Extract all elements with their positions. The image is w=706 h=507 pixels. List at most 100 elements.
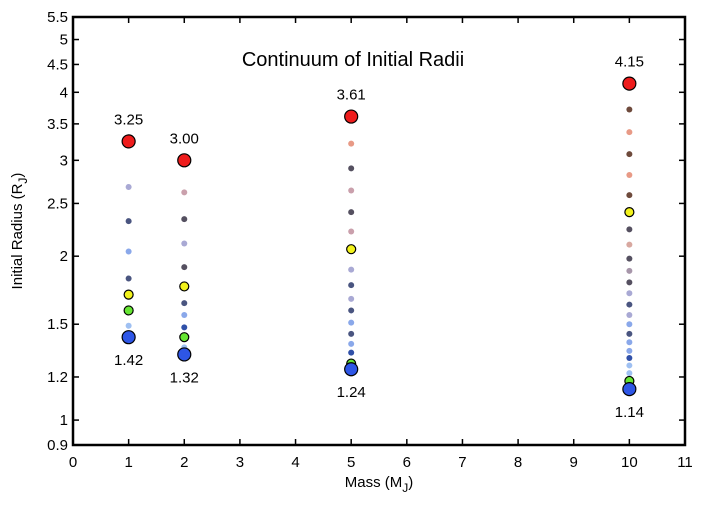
min-radius-label: 1.32 [170, 369, 199, 386]
y-tick-label: 5 [60, 32, 68, 49]
x-tick-label: 2 [180, 454, 188, 471]
data-point-mass-10 [626, 171, 633, 178]
data-point-mass-10 [626, 330, 633, 337]
data-point-mass-10 [626, 226, 633, 233]
data-point-mass-2 [179, 281, 190, 292]
x-tick-label: 3 [236, 454, 244, 471]
min-radius-label: 1.14 [615, 404, 644, 421]
data-point-mass-5 [346, 244, 357, 255]
data-point-mass-2 [181, 216, 188, 223]
y-tick-label: 1 [60, 412, 68, 429]
data-point-mass-5 [348, 282, 355, 289]
data-point-mass-10 [626, 241, 633, 248]
y-tick-label: 3 [60, 152, 68, 169]
data-point-mass-2 [177, 153, 192, 168]
data-point-mass-5 [348, 319, 355, 326]
data-point-mass-2 [181, 300, 188, 307]
x-axis-label-close: ) [408, 474, 413, 491]
data-point-mass-10 [624, 206, 635, 218]
data-point-mass-10 [626, 106, 633, 113]
y-tick-label: 4.5 [47, 56, 68, 73]
y-tick-label: 1.2 [47, 369, 68, 386]
data-point-mass-10 [626, 339, 633, 346]
x-axis-label-subscript: J [402, 481, 408, 495]
data-point-mass-1 [121, 134, 136, 149]
data-point-mass-1 [123, 305, 134, 316]
plot-frame [71, 15, 687, 447]
data-point-mass-10 [626, 362, 633, 369]
data-point-mass-5 [348, 209, 355, 216]
data-point-mass-2 [179, 332, 190, 343]
y-tick-label: 1.5 [47, 316, 68, 333]
data-point-mass-1 [125, 183, 132, 190]
y-tick-label: 4 [60, 84, 68, 101]
data-point-mass-1 [125, 322, 132, 329]
data-point-mass-5 [348, 349, 355, 356]
data-point-mass-5 [348, 187, 355, 194]
data-point-mass-1 [123, 289, 134, 300]
y-axis-label-main: Initial Radius (R [9, 183, 26, 289]
data-point-mass-10 [626, 321, 633, 328]
data-point-mass-5 [344, 109, 359, 124]
data-points [121, 76, 637, 397]
data-point-mass-10 [626, 255, 633, 262]
x-tick-label: 1 [124, 454, 132, 471]
y-tick-label: 5.5 [47, 9, 68, 26]
data-point-mass-1 [125, 275, 132, 282]
x-tick-label: 10 [621, 454, 638, 471]
data-point-mass-10 [622, 76, 637, 91]
data-point-mass-10 [626, 192, 633, 199]
data-point-mass-2 [181, 311, 188, 318]
y-axis-label-close: ) [9, 173, 26, 178]
data-point-mass-5 [348, 330, 355, 337]
data-point-mass-10 [626, 129, 633, 136]
x-tick-label: 6 [403, 454, 411, 471]
x-tick-label: 8 [514, 454, 522, 471]
data-point-mass-10 [626, 290, 633, 297]
data-point-mass-10 [626, 301, 633, 308]
min-radius-label: 1.24 [337, 384, 366, 401]
data-point-mass-5 [348, 340, 355, 347]
data-point-mass-2 [181, 189, 188, 196]
data-point-mass-5 [348, 165, 355, 172]
y-axis-label-subscript: J [16, 178, 30, 184]
data-point-mass-1 [125, 218, 132, 225]
data-point-mass-2 [181, 324, 188, 331]
x-axis-label-main: Mass (M [345, 474, 403, 491]
data-point-mass-10 [622, 382, 637, 397]
y-tick-label: 0.9 [47, 437, 68, 454]
max-radius-label: 3.61 [337, 87, 366, 104]
chart-title: Continuum of Initial Radii [242, 49, 464, 71]
x-tick-label: 5 [347, 454, 355, 471]
x-tick-label: 4 [291, 454, 299, 471]
data-point-mass-5 [348, 266, 355, 273]
data-point-mass-5 [348, 228, 355, 235]
data-point-mass-2 [181, 264, 188, 271]
data-point-mass-1 [125, 248, 132, 255]
max-radius-label: 3.00 [170, 130, 199, 147]
x-tick-label: 0 [69, 454, 77, 471]
data-point-mass-10 [626, 151, 633, 158]
data-point-mass-1 [121, 330, 136, 345]
data-point-mass-5 [344, 362, 359, 377]
data-point-mass-10 [626, 267, 633, 274]
data-point-mass-10 [626, 311, 633, 318]
data-point-mass-5 [348, 295, 355, 302]
min-radius-label: 1.42 [114, 352, 143, 369]
data-point-mass-10 [626, 370, 633, 377]
x-tick-label: 7 [458, 454, 466, 471]
x-tick-label: 9 [570, 454, 578, 471]
data-point-mass-10 [626, 347, 633, 354]
data-labels: 3.25 1.42 3.00 1.32 3.61 1.24 4.15 1.14 [114, 54, 644, 422]
x-tick-label: 11 [677, 454, 693, 471]
y-tick-label: 3.5 [47, 116, 68, 133]
max-radius-label: 4.15 [615, 54, 644, 71]
axis-ticks: 0 1 2 3 4 5 6 7 8 9 10 11 0.9 1 1.2 1.5 2 2.5 3 3.5 4 4.5 5 5.5 [47, 9, 693, 471]
max-radius-label: 3.25 [114, 111, 143, 128]
y-tick-label: 2 [60, 248, 68, 265]
data-point-mass-10 [626, 355, 633, 362]
y-tick-label: 2.5 [47, 195, 68, 212]
data-point-mass-2 [177, 347, 192, 362]
data-point-mass-5 [348, 140, 355, 147]
y-axis-label: Initial Radius (RJ) [9, 173, 30, 290]
